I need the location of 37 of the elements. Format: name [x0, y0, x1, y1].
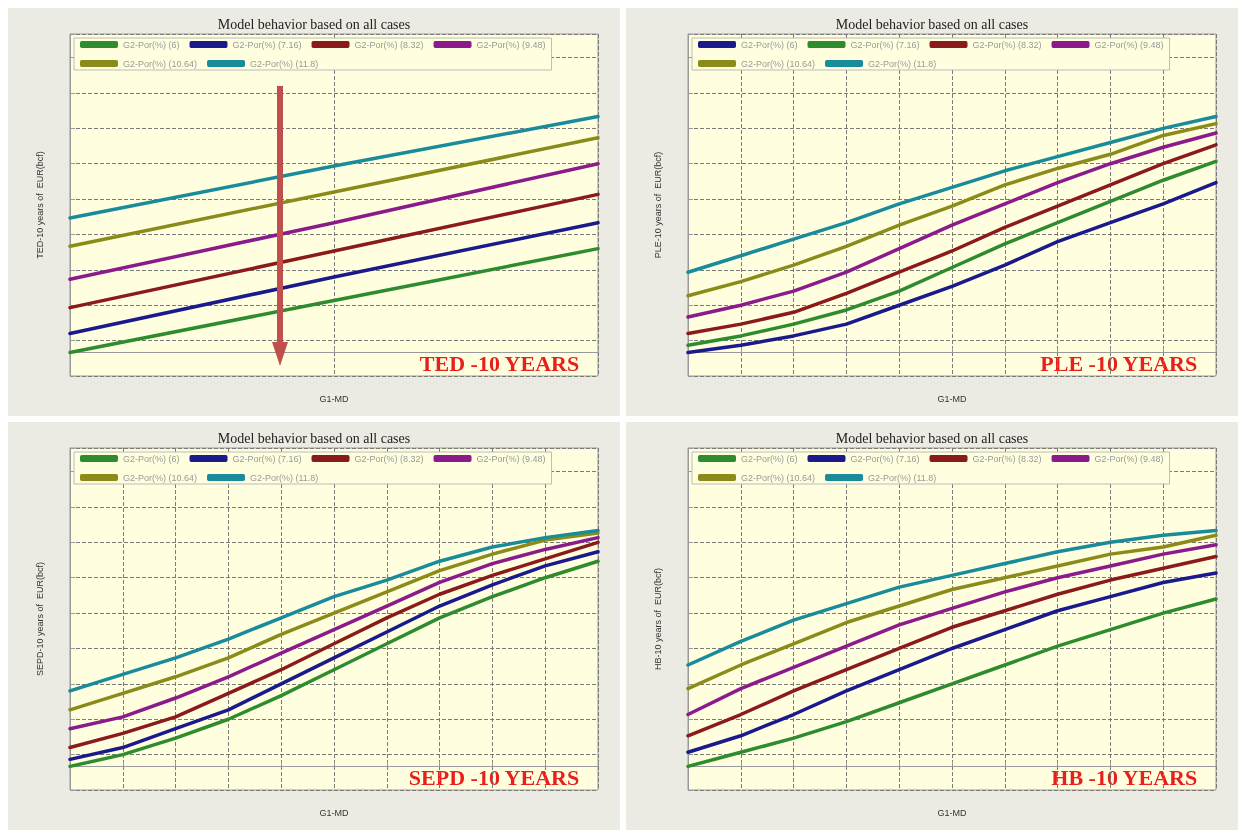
legend-label: G2-Por(%) (9.48): [1094, 39, 1164, 50]
y-axis-title: TED-10 years of EUR(bcf): [34, 151, 45, 259]
legend-label: G2-Por(%) (6): [741, 39, 798, 50]
x-axis-title: G1-MD: [319, 807, 349, 818]
legend-label: G2-Por(%) (10.64): [123, 58, 198, 69]
legend-label: G2-Por(%) (7.16): [232, 39, 302, 50]
legend-label: G2-Por(%) (7.16): [850, 453, 920, 464]
legend-label: G2-Por(%) (6): [123, 39, 180, 50]
chart-title: Model behavior based on all cases: [217, 430, 411, 446]
legend-label: G2-Por(%) (6): [123, 453, 180, 464]
x-axis-title: G1-MD: [937, 393, 967, 404]
chart-title: Model behavior based on all cases: [835, 430, 1029, 446]
legend-label: G2-Por(%) (10.64): [123, 472, 198, 483]
legend-label: G2-Por(%) (8.32): [354, 453, 424, 464]
legend-label: G2-Por(%) (11.8): [250, 58, 319, 69]
legend-label: G2-Por(%) (7.16): [232, 453, 302, 464]
legend-label: G2-Por(%) (8.32): [354, 39, 424, 50]
y-axis-title: HB-10 years of EUR(bcf): [652, 567, 663, 671]
legend-label: G2-Por(%) (7.16): [850, 39, 920, 50]
y-axis-title: PLE-10 years of EUR(bcf): [652, 151, 663, 259]
legend-label: G2-Por(%) (10.64): [741, 472, 816, 483]
legend-label: G2-Por(%) (11.8): [868, 472, 937, 483]
chart-title: Model behavior based on all cases: [835, 16, 1029, 32]
legend-label: G2-Por(%) (11.8): [868, 58, 937, 69]
y-axis-title: SEPD-10 years of EUR(bcf): [34, 561, 45, 677]
legend-label: G2-Por(%) (8.32): [972, 453, 1042, 464]
legend-label: G2-Por(%) (9.48): [476, 453, 546, 464]
legend-label: G2-Por(%) (8.32): [972, 39, 1042, 50]
legend-label: G2-Por(%) (9.48): [476, 39, 546, 50]
chart-title: Model behavior based on all cases: [217, 16, 411, 32]
legend-label: G2-Por(%) (9.48): [1094, 453, 1164, 464]
legend-label: G2-Por(%) (11.8): [250, 472, 319, 483]
x-axis-title: G1-MD: [319, 393, 349, 404]
annotation: TED -10 YEARS: [419, 350, 580, 376]
x-axis-title: G1-MD: [937, 807, 967, 818]
legend-label: G2-Por(%) (10.64): [741, 58, 816, 69]
legend-label: G2-Por(%) (6): [741, 453, 798, 464]
